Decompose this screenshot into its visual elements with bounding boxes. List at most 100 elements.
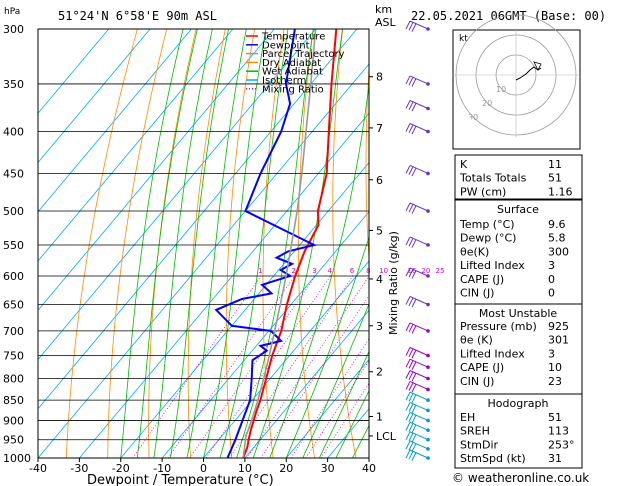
wet-adiabat-line	[335, 389, 369, 458]
table-row-label: EH	[460, 411, 475, 424]
wind-barb-flag	[408, 204, 414, 213]
wind-barb-flag	[408, 360, 414, 369]
mixing-ratio-label: 2	[292, 267, 296, 275]
wet-adiabat-line	[302, 302, 369, 458]
temperature-tick-label: -30	[70, 462, 88, 475]
wind-barb-dot	[426, 376, 430, 381]
pressure-tick-label: 400	[3, 126, 24, 139]
wind-barb-flag	[411, 414, 417, 424]
altitude-tick-label: 2	[376, 366, 383, 379]
isotherm-line	[38, 29, 234, 262]
wind-barb-flag	[408, 371, 414, 381]
pressure-tick-label: 750	[3, 349, 24, 362]
table-row-label: θe (K)	[460, 334, 493, 347]
pressure-tick-label: 950	[3, 434, 24, 447]
table-row-value: 51	[548, 172, 562, 185]
isotherm-line	[38, 29, 275, 311]
mixing-ratio-label: 8	[366, 267, 370, 275]
wind-barb-flag	[411, 424, 417, 434]
mixing-ratio-label: 10	[379, 267, 388, 275]
wind-barb-flag	[411, 167, 417, 177]
location-header: 51°24'N 6°58'E 90m ASL	[58, 9, 217, 23]
mixing-ratio-label: 4	[327, 267, 332, 275]
wind-barb-flag	[408, 403, 414, 412]
isotherm-line	[161, 211, 369, 458]
wind-barb-flag	[411, 452, 417, 461]
wind-barb-flag	[405, 347, 411, 356]
legend-label: Wet Adiabat	[262, 67, 323, 78]
dry-adiabat-line	[148, 29, 197, 458]
pressure-tick-label: 900	[3, 414, 24, 427]
legend-label: Dry Adiabat	[262, 58, 321, 69]
table-row-label: Lifted Index	[460, 259, 525, 272]
hodograph-ring-label: 10	[496, 85, 506, 94]
temperature-tick-label: -40	[29, 462, 47, 475]
wind-barb-flag	[408, 432, 414, 442]
wind-barb-flag	[411, 270, 417, 279]
wind-barb-flag	[405, 431, 411, 440]
temperature-tick-label: 10	[238, 462, 252, 475]
mixing-ratio-label: 25	[436, 267, 445, 275]
wind-barb-flag	[408, 393, 414, 402]
altitude-tick-label: 3	[376, 320, 383, 333]
wet-adiabat-line	[120, 29, 184, 458]
isotherm-line	[79, 112, 369, 458]
table-row-value: 925	[548, 320, 569, 333]
hodograph: kt 10 20 30	[452, 14, 581, 150]
mixing-ratio-line	[229, 275, 354, 458]
table-row-value: 1.16	[548, 185, 573, 198]
wind-barb-flag	[408, 124, 414, 134]
wind-barb-flag	[405, 449, 411, 459]
wind-barb-flag	[405, 358, 411, 368]
temperature-tick-label: 30	[321, 462, 335, 475]
table-row-label: StmSpd (kt)	[460, 452, 526, 465]
wind-barb-flag	[411, 443, 417, 452]
isotherm-line	[38, 29, 316, 361]
isotherm-line	[38, 29, 151, 164]
altitude-axis: 8 7 6 5 4 3 2 1 LCL	[369, 71, 397, 443]
wind-barb-flag	[405, 165, 411, 174]
table-row-label: Lifted Index	[460, 347, 525, 360]
legend-label: Dewpoint	[262, 40, 310, 51]
time-header: 22.05.2021 06GMT (Base: 00)	[411, 9, 606, 23]
table-row-label: CIN (J)	[460, 375, 494, 388]
table-row-label: K	[460, 158, 468, 171]
series-line-dewpoint	[214, 29, 318, 458]
pressure-tick-label: 500	[3, 205, 24, 218]
table-row-label: CAPE (J)	[460, 273, 504, 286]
isotherm-line	[244, 309, 369, 458]
temperature-tick-label: 0	[200, 462, 207, 475]
legend-label: Parcel Trajectory	[262, 49, 345, 60]
table-row-value: 11	[548, 158, 562, 171]
mixing-ratio-axis-title: Mixing Ratio (g/kg)	[387, 231, 400, 335]
wind-barb-flag	[408, 442, 414, 451]
hodograph-unit: kt	[459, 34, 468, 44]
wind-barb-flag	[408, 348, 414, 358]
isotherm-line	[38, 63, 369, 458]
wind-barb-flag	[405, 75, 411, 85]
hodograph-ring-label: 20	[482, 99, 492, 108]
table-row-label: Pressure (mb)	[460, 320, 537, 333]
wind-barb-flag	[405, 236, 411, 246]
pressure-tick-label: 550	[3, 239, 24, 252]
table-row-value: 0	[548, 273, 555, 286]
isotherm-line	[38, 29, 110, 114]
pressure-tick-label: 600	[3, 270, 24, 283]
isotherm-line	[38, 29, 192, 213]
table-row-value: 51	[548, 411, 562, 424]
pressure-tick-label: 450	[3, 167, 24, 180]
wind-barb-flag	[408, 451, 414, 460]
dry-adiabat-line	[398, 29, 439, 458]
km-unit-label: km	[375, 3, 392, 16]
wet-adiabat-line	[319, 350, 369, 458]
pressure-tick-label: 650	[3, 299, 24, 312]
series-line-parcel-trajectory	[242, 29, 317, 458]
pressure-tick-label: 300	[3, 23, 24, 36]
altitude-tick-label: 6	[376, 174, 383, 187]
table-row-value: 9.6	[548, 218, 566, 231]
mixing-ratio-label: 20	[421, 267, 430, 275]
table-title: Hodograph	[488, 397, 549, 410]
altitude-tick-label: 8	[376, 71, 383, 84]
table-row-value: 10	[548, 361, 562, 374]
